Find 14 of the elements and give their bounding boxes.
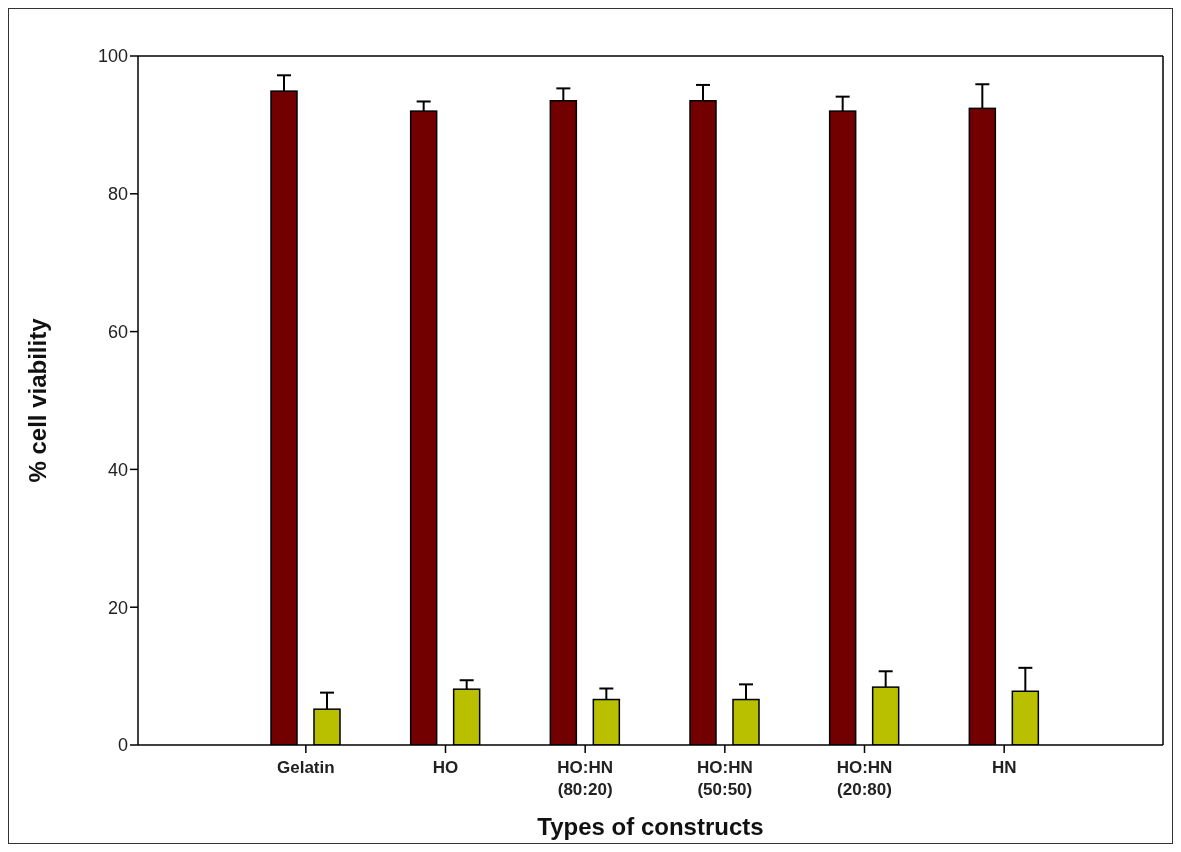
y-tick-label: 40 <box>107 459 128 480</box>
x-tick-label: HN <box>991 758 1017 777</box>
x-tick-label: HO:HN (80:20) <box>557 758 614 799</box>
y-tick-label: 20 <box>107 597 128 618</box>
y-tick-label: 80 <box>107 184 128 205</box>
x-tick-label: Gelatin <box>277 758 335 777</box>
x-tick-label: HO:HN (50:50) <box>696 758 753 799</box>
x-tick-label: HO:HN (20:80) <box>836 758 893 799</box>
y-tick-label: 0 <box>117 735 128 756</box>
y-axis-title: % cell viability <box>23 317 51 483</box>
x-axis-title: Types of constructs <box>537 813 764 840</box>
y-tick-label: 100 <box>97 46 128 67</box>
y-tick-label: 60 <box>107 321 128 342</box>
x-tick-label: HO <box>432 758 459 777</box>
